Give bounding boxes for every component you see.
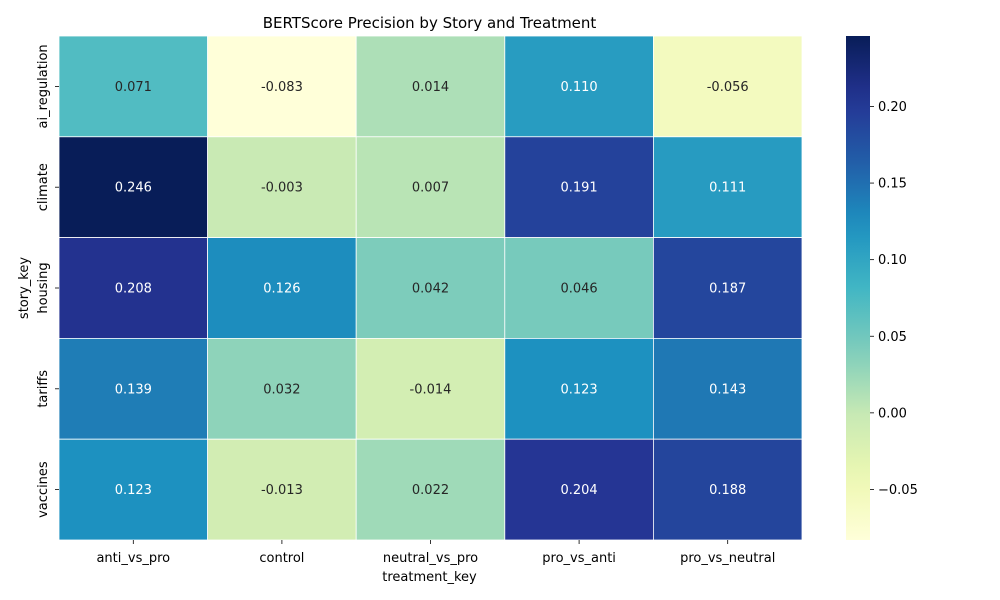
heatmap-cell [207, 136, 357, 239]
colorbar-tick-label: 0.10 [878, 253, 907, 268]
heatmap-value-labels: 0.071 -0.083 0.014 0.110 -0.056 0.246 -0.003 0.… [115, 80, 749, 498]
heatmap-cell [653, 438, 803, 541]
heatmap-cell [355, 237, 506, 339]
cell-value-label: -0.014 [410, 382, 452, 397]
y-tick-label: ai_regulation [36, 44, 51, 128]
heatmap-cell [355, 438, 506, 541]
heatmap-cells [58, 35, 803, 541]
colorbar-tick-label: 0.20 [878, 100, 907, 115]
cell-value-label: -0.013 [261, 483, 303, 498]
cell-value-label: 0.032 [263, 382, 300, 397]
cell-value-label: 0.246 [115, 181, 152, 196]
cell-value-label: 0.204 [560, 483, 597, 498]
heatmap-cell [504, 337, 654, 440]
cell-value-label: 0.187 [709, 282, 746, 297]
x-tick-label: pro_vs_anti [542, 551, 616, 566]
cell-value-label: 0.191 [560, 181, 597, 196]
chart-title: BERTScore Precision by Story and Treatme… [263, 14, 597, 32]
colorbar-tick-label: 0.00 [878, 406, 907, 421]
y-tick-label: vaccines [36, 461, 51, 518]
x-tick-label: anti_vs_pro [96, 551, 170, 566]
cell-value-label: 0.139 [115, 382, 152, 397]
heatmap-cell [207, 438, 357, 541]
cell-value-label: 0.123 [115, 483, 152, 498]
heatmap-cell [58, 35, 209, 138]
heatmap-cell [58, 136, 209, 239]
heatmap-cell [653, 337, 803, 440]
y-tick-label: climate [36, 163, 51, 211]
cell-value-label: -0.083 [261, 80, 303, 95]
heatmap-cell [355, 337, 506, 440]
cell-value-label: 0.126 [263, 282, 300, 297]
cell-value-label: 0.022 [412, 483, 449, 498]
cell-value-label: 0.123 [560, 382, 597, 397]
heatmap-cell [355, 136, 506, 239]
heatmap-cell [653, 35, 803, 138]
y-tick-label: housing [36, 262, 51, 313]
heatmap-cell [207, 237, 357, 339]
heatmap-cell [653, 136, 803, 239]
colorbar-gradient [846, 36, 870, 540]
cell-value-label: -0.003 [261, 181, 303, 196]
cell-value-label: 0.110 [560, 80, 597, 95]
colorbar-tick-label: 0.15 [878, 177, 907, 192]
cell-value-label: 0.046 [560, 282, 597, 297]
x-tick-label: neutral_vs_pro [383, 551, 478, 566]
heatmap-cell [504, 35, 654, 138]
heatmap-cell [58, 438, 209, 541]
x-tick-label: pro_vs_neutral [680, 551, 775, 566]
heatmap-cell [504, 237, 654, 339]
heatmap-cell [653, 237, 803, 339]
x-axis: anti_vs_pro control neutral_vs_pro pro_vs_a… [96, 540, 775, 566]
colorbar-tick-label: 0.05 [878, 330, 907, 345]
heatmap-cell [355, 35, 506, 138]
cell-value-label: 0.208 [115, 282, 152, 297]
colorbar: −0.05 0.00 0.05 0.10 0.15 0.20 [846, 36, 918, 540]
colorbar-tick-label: −0.05 [878, 483, 918, 498]
cell-value-label: 0.007 [412, 181, 449, 196]
cell-value-label: 0.071 [115, 80, 152, 95]
heatmap-cell [207, 337, 357, 440]
cell-value-label: 0.042 [412, 282, 449, 297]
heatmap-cell [207, 35, 357, 138]
cell-value-label: -0.056 [707, 80, 749, 95]
y-tick-label: tariffs [36, 370, 51, 408]
cell-value-label: 0.143 [709, 382, 746, 397]
cell-value-label: 0.188 [709, 483, 746, 498]
cell-value-label: 0.111 [709, 181, 746, 196]
y-axis-label: story_key [17, 257, 32, 319]
cell-value-label: 0.014 [412, 80, 449, 95]
x-axis-label: treatment_key [382, 570, 477, 585]
x-tick-label: control [259, 551, 304, 566]
